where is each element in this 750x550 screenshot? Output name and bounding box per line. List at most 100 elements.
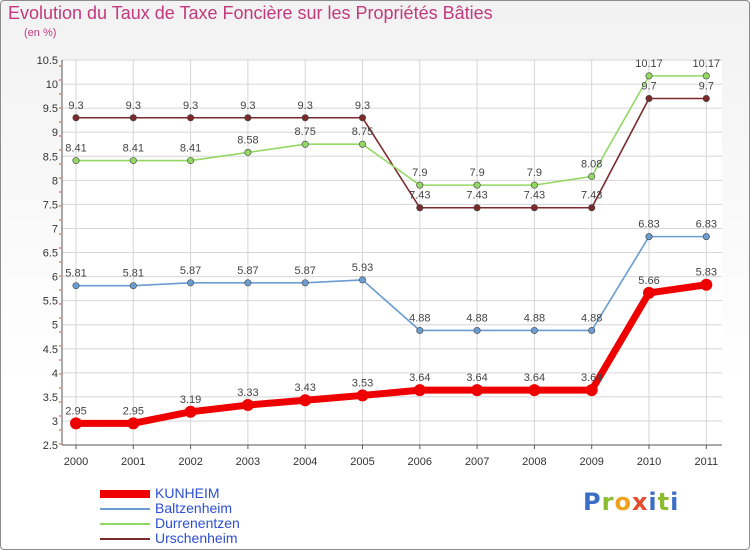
legend-label-durrenentzen: Durrenentzen <box>155 515 240 531</box>
data-point-baltzenheim <box>358 276 366 284</box>
x-tick-label: 2008 <box>522 456 546 468</box>
data-point-kunheim <box>184 405 197 418</box>
data-point-baltzenheim <box>416 326 424 334</box>
data-point-kunheim <box>127 417 140 430</box>
data-label-durrenentzen: 8.41 <box>123 143 144 155</box>
data-label-baltzenheim: 4.88 <box>581 312 602 324</box>
y-tick-label: 9 <box>52 127 58 139</box>
data-point-urschenheim <box>187 114 195 122</box>
y-tick-label: 2.5 <box>43 440 58 452</box>
data-label-baltzenheim: 5.81 <box>65 268 86 280</box>
data-label-urschenheim: 7.43 <box>581 190 602 202</box>
data-point-baltzenheim <box>588 326 596 334</box>
data-point-kunheim <box>70 417 82 430</box>
data-label-urschenheim: 9.7 <box>641 81 656 93</box>
data-label-urschenheim: 9.7 <box>699 81 714 93</box>
legend-item-kunheim[interactable]: KUNHEIM <box>100 485 340 501</box>
data-label-baltzenheim: 4.88 <box>524 312 545 324</box>
data-label-urschenheim: 9.3 <box>298 100 313 112</box>
y-tick-label: 5 <box>52 320 58 332</box>
data-label-baltzenheim: 5.87 <box>237 265 258 277</box>
proxiti-logo: Proxiti <box>583 488 680 516</box>
series-line-kunheim <box>72 281 710 427</box>
data-label-kunheim: 2.95 <box>123 405 144 417</box>
data-label-durrenentzen: 7.9 <box>412 167 427 179</box>
data-point-kunheim <box>528 384 541 397</box>
series-line-durrenentzen <box>75 75 708 186</box>
y-tick-label: 7 <box>52 223 58 235</box>
data-label-baltzenheim: 5.87 <box>294 265 315 277</box>
data-point-durrenentzen <box>645 72 653 80</box>
data-point-urschenheim <box>358 114 366 122</box>
y-tick-label: 9.5 <box>43 103 58 115</box>
x-tick-label: 2005 <box>350 456 374 468</box>
data-label-urschenheim: 7.43 <box>409 190 430 202</box>
y-tick-label: 10 <box>46 79 58 91</box>
y-tick-label: 4.5 <box>43 344 58 356</box>
data-point-baltzenheim <box>702 233 710 241</box>
data-point-kunheim <box>299 394 312 407</box>
data-label-baltzenheim: 4.88 <box>409 312 430 324</box>
data-point-urschenheim <box>416 204 424 212</box>
data-label-baltzenheim: 6.83 <box>638 219 659 231</box>
legend-item-durrenentzen[interactable]: Durrenentzen <box>100 515 340 531</box>
data-label-kunheim: 2.95 <box>65 405 86 417</box>
data-label-durrenentzen: 8.41 <box>65 143 86 155</box>
data-point-baltzenheim <box>473 326 481 334</box>
data-point-urschenheim <box>72 114 80 122</box>
data-label-kunheim: 3.64 <box>581 372 602 384</box>
data-point-durrenentzen <box>702 72 710 80</box>
x-tick-label: 2010 <box>637 456 661 468</box>
data-point-urschenheim <box>129 114 137 122</box>
y-tick-label: 3 <box>52 416 58 428</box>
data-point-durrenentzen <box>301 140 309 148</box>
data-label-durrenentzen: 7.9 <box>469 167 484 179</box>
data-label-baltzenheim: 6.83 <box>696 219 717 231</box>
legend-item-baltzenheim[interactable]: Baltzenheim <box>100 500 340 516</box>
legend-swatch-durrenentzen <box>100 523 150 525</box>
data-point-baltzenheim <box>129 282 137 290</box>
y-tick-label: 10.5 <box>37 55 58 67</box>
data-point-urschenheim <box>645 95 653 103</box>
y-tick-label: 7.5 <box>43 199 58 211</box>
y-tick-label: 8.5 <box>43 151 58 163</box>
y-tick-label: 5.5 <box>43 296 58 308</box>
y-tick-label: 6 <box>52 272 58 284</box>
data-label-urschenheim: 7.43 <box>466 190 487 202</box>
x-tick-label: 2009 <box>579 456 603 468</box>
chart-title: Evolution du Taux de Taxe Foncière sur l… <box>8 3 493 23</box>
data-label-urschenheim: 9.3 <box>183 100 198 112</box>
data-label-durrenentzen: 8.58 <box>237 134 258 146</box>
data-point-kunheim <box>585 384 598 397</box>
legend-label-urschenheim: Urschenheim <box>155 530 238 546</box>
x-tick-label: 2011 <box>694 456 718 468</box>
data-label-urschenheim: 9.3 <box>126 100 141 112</box>
data-point-kunheim <box>643 286 655 299</box>
data-label-durrenentzen: 8.08 <box>581 158 602 170</box>
chart-subtitle: (en %) <box>24 27 57 39</box>
data-label-baltzenheim: 4.88 <box>466 312 487 324</box>
data-point-durrenentzen <box>244 148 252 156</box>
data-label-kunheim: 5.83 <box>696 267 717 279</box>
x-tick-label: 2006 <box>408 456 432 468</box>
data-point-kunheim <box>700 278 713 291</box>
series-line-baltzenheim <box>75 235 708 332</box>
x-tick-label: 2000 <box>64 456 88 468</box>
legend: KUNHEIM Baltzenheim Durrenentzen Urschen… <box>100 485 340 546</box>
legend-label-baltzenheim: Baltzenheim <box>155 500 233 516</box>
data-point-durrenentzen <box>416 181 424 189</box>
data-label-kunheim: 3.64 <box>466 372 487 384</box>
x-tick-label: 2007 <box>465 456 489 468</box>
legend-item-urschenheim[interactable]: Urschenheim <box>100 530 340 546</box>
data-label-urschenheim: 7.43 <box>524 190 545 202</box>
data-point-durrenentzen <box>358 140 366 148</box>
data-point-durrenentzen <box>588 172 596 180</box>
data-point-durrenentzen <box>530 181 538 189</box>
data-label-durrenentzen: 8.75 <box>352 126 373 138</box>
data-point-baltzenheim <box>645 233 653 241</box>
data-point-durrenentzen <box>473 181 481 189</box>
data-point-urschenheim <box>702 95 710 103</box>
data-label-kunheim: 3.64 <box>524 372 545 384</box>
data-point-durrenentzen <box>187 157 195 165</box>
